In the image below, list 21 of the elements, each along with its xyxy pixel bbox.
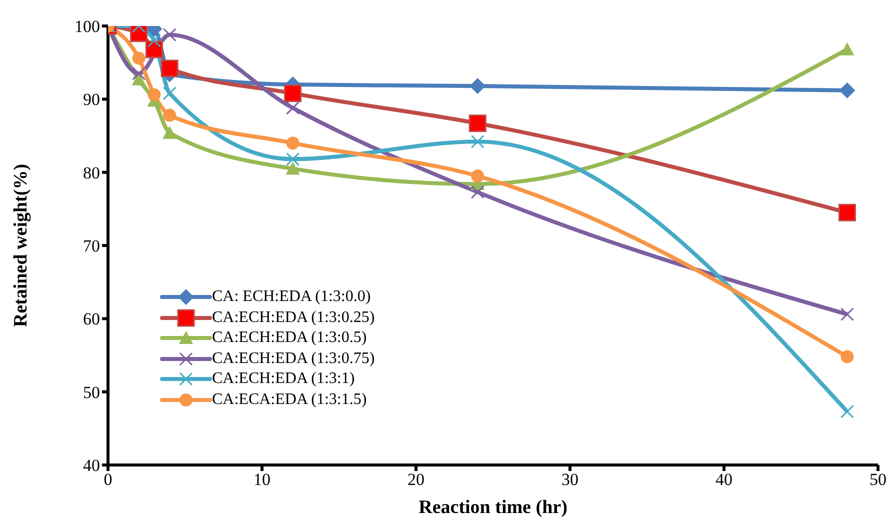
y-tick-label: 80: [83, 163, 100, 182]
y-tick-label: 100: [74, 17, 100, 36]
y-tick-label: 90: [83, 90, 100, 110]
legend-label: CA:ECH:EDA (1:3:0.25): [212, 308, 375, 328]
y-tick-label: 40: [83, 456, 100, 476]
y-axis-title: Retained weight(%): [10, 164, 32, 328]
legend-label: CA:ECH:EDA (1:3:0.5): [212, 328, 367, 348]
x-axis-title: Reaction time (hr): [418, 497, 568, 518]
legend-label: CA:ECA:EDA (1:3:1.5): [212, 390, 367, 410]
legend-label: CA: ECH:EDA (1:3:0.0): [212, 287, 371, 307]
x-tick-label: 20: [408, 470, 424, 490]
legend-label: CA:ECH:EDA (1:3:1): [212, 369, 355, 389]
y-tick-label: 50: [83, 382, 100, 402]
x-tick-label: 30: [562, 470, 578, 490]
y-tick-label: 70: [83, 236, 100, 256]
x-tick-label: 40: [716, 470, 732, 490]
legend-label: CA:ECH:EDA (1:3:0.75): [212, 348, 375, 368]
x-tick-label: 50: [870, 470, 886, 490]
x-tick-label: 10: [254, 470, 270, 490]
y-tick-label: 60: [83, 310, 100, 329]
x-tick-label: 0: [104, 470, 112, 490]
